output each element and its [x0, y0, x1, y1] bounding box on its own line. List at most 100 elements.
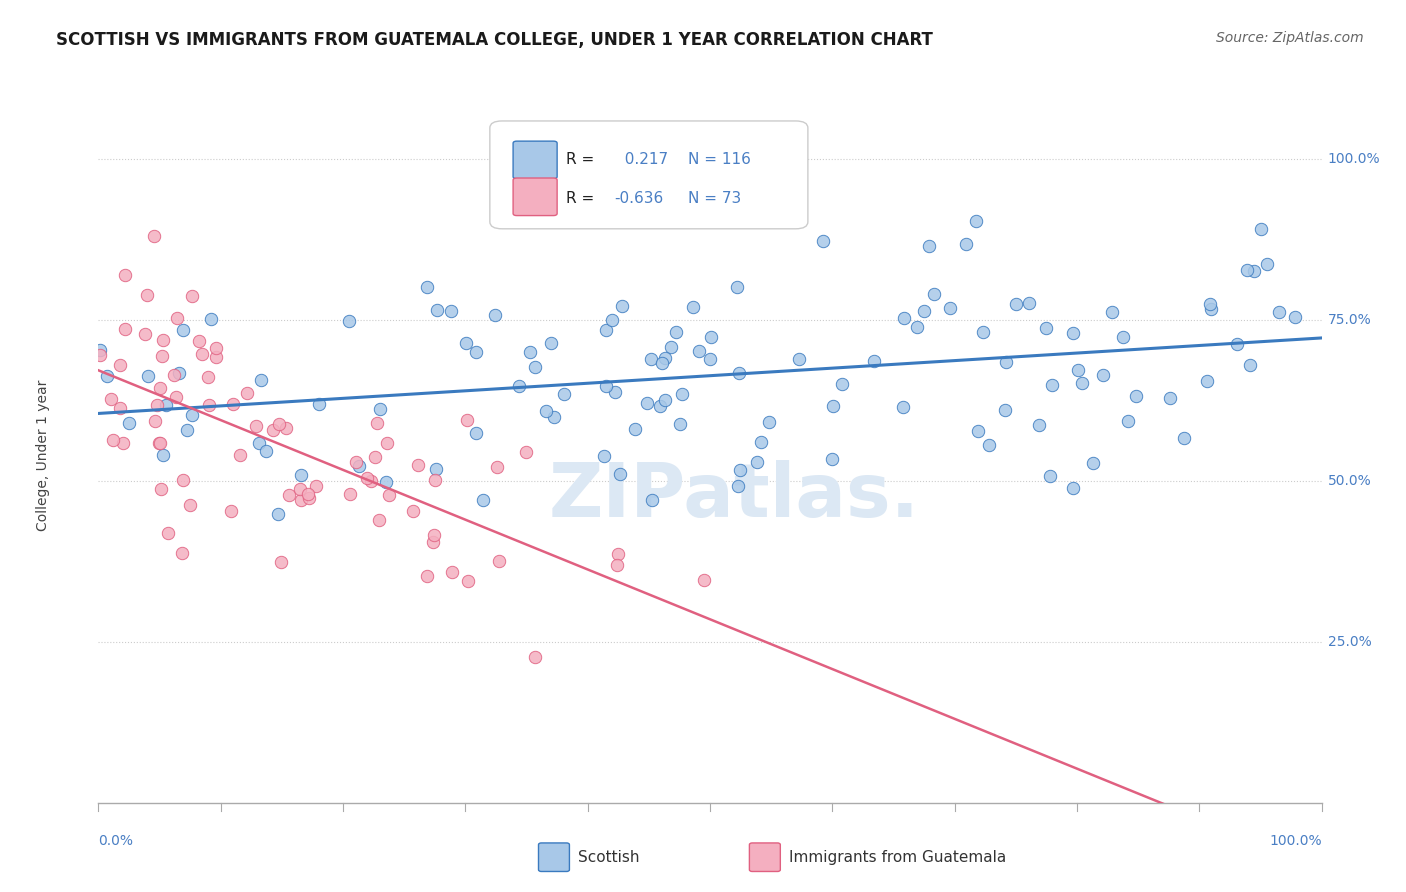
Point	[155, 398, 177, 412]
Text: SCOTTISH VS IMMIGRANTS FROM GUATEMALA COLLEGE, UNDER 1 YEAR CORRELATION CHART: SCOTTISH VS IMMIGRANTS FROM GUATEMALA CO…	[56, 31, 934, 49]
Point	[602, 312, 624, 326]
Point	[465, 345, 488, 359]
Point	[1039, 469, 1062, 483]
Point	[456, 413, 478, 427]
Point	[344, 455, 367, 469]
Point	[1081, 456, 1104, 470]
Text: Scottish: Scottish	[578, 850, 640, 864]
Point	[134, 327, 156, 342]
FancyBboxPatch shape	[513, 141, 557, 178]
Point	[1250, 222, 1272, 236]
Point	[167, 366, 190, 380]
Point	[640, 352, 662, 367]
Point	[1173, 431, 1195, 445]
Point	[290, 467, 312, 482]
Point	[519, 345, 541, 359]
Point	[180, 408, 202, 422]
Point	[416, 280, 439, 294]
Point	[863, 353, 886, 368]
Point	[150, 349, 173, 363]
Point	[1284, 310, 1306, 324]
Text: 0.0%: 0.0%	[98, 834, 134, 848]
Point	[651, 356, 673, 370]
Point	[699, 351, 721, 366]
Point	[891, 401, 914, 415]
Point	[172, 546, 194, 560]
Point	[610, 299, 633, 313]
Point	[922, 287, 945, 301]
Point	[118, 416, 141, 430]
Point	[176, 423, 198, 437]
Point	[368, 513, 391, 527]
Point	[423, 528, 446, 542]
Point	[406, 458, 429, 473]
Point	[1062, 326, 1084, 340]
Point	[245, 419, 267, 434]
Point	[725, 280, 748, 294]
Point	[821, 399, 844, 413]
Point	[1070, 376, 1092, 390]
Point	[143, 414, 166, 428]
Text: Immigrants from Guatemala: Immigrants from Guatemala	[789, 850, 1007, 864]
Point	[648, 399, 671, 413]
Point	[692, 574, 714, 588]
Point	[114, 322, 136, 336]
Point	[515, 445, 537, 459]
Point	[200, 312, 222, 326]
Point	[197, 398, 219, 412]
Point	[641, 493, 664, 508]
Point	[298, 491, 321, 506]
Point	[262, 423, 284, 437]
Point	[939, 301, 962, 315]
Point	[108, 359, 131, 373]
Point	[606, 547, 628, 561]
Point	[440, 303, 463, 318]
Point	[700, 329, 723, 343]
Point	[148, 435, 170, 450]
Point	[364, 450, 387, 465]
Text: R =: R =	[565, 192, 599, 206]
Point	[967, 424, 990, 438]
Point	[96, 369, 118, 384]
Point	[142, 229, 165, 244]
Point	[250, 373, 273, 387]
Point	[912, 304, 935, 318]
Point	[524, 359, 547, 374]
Text: 25.0%: 25.0%	[1327, 635, 1371, 648]
Point	[440, 566, 463, 580]
Point	[146, 398, 169, 412]
Point	[197, 369, 219, 384]
Point	[219, 503, 242, 517]
Point	[979, 438, 1001, 452]
Point	[972, 325, 994, 339]
Point	[277, 488, 299, 502]
Point	[508, 379, 530, 393]
Text: Source: ZipAtlas.com: Source: ZipAtlas.com	[1216, 31, 1364, 45]
Point	[553, 387, 575, 401]
Point	[375, 475, 398, 490]
Point	[1199, 297, 1222, 311]
Point	[465, 426, 488, 441]
Point	[290, 493, 312, 508]
Point	[1028, 418, 1050, 433]
Point	[181, 289, 204, 303]
Point	[162, 368, 184, 382]
Point	[609, 467, 631, 482]
Point	[669, 417, 692, 431]
Point	[821, 451, 844, 466]
Point	[1066, 362, 1088, 376]
Point	[787, 352, 810, 367]
FancyBboxPatch shape	[513, 178, 557, 216]
Point	[152, 448, 174, 462]
Point	[1035, 321, 1057, 335]
Point	[368, 402, 391, 417]
Point	[1159, 391, 1181, 405]
Point	[422, 534, 444, 549]
Point	[425, 462, 447, 476]
Point	[402, 504, 425, 518]
Point	[236, 386, 259, 401]
Point	[89, 348, 111, 362]
Point	[813, 234, 835, 248]
Point	[758, 415, 780, 429]
Point	[366, 416, 388, 430]
